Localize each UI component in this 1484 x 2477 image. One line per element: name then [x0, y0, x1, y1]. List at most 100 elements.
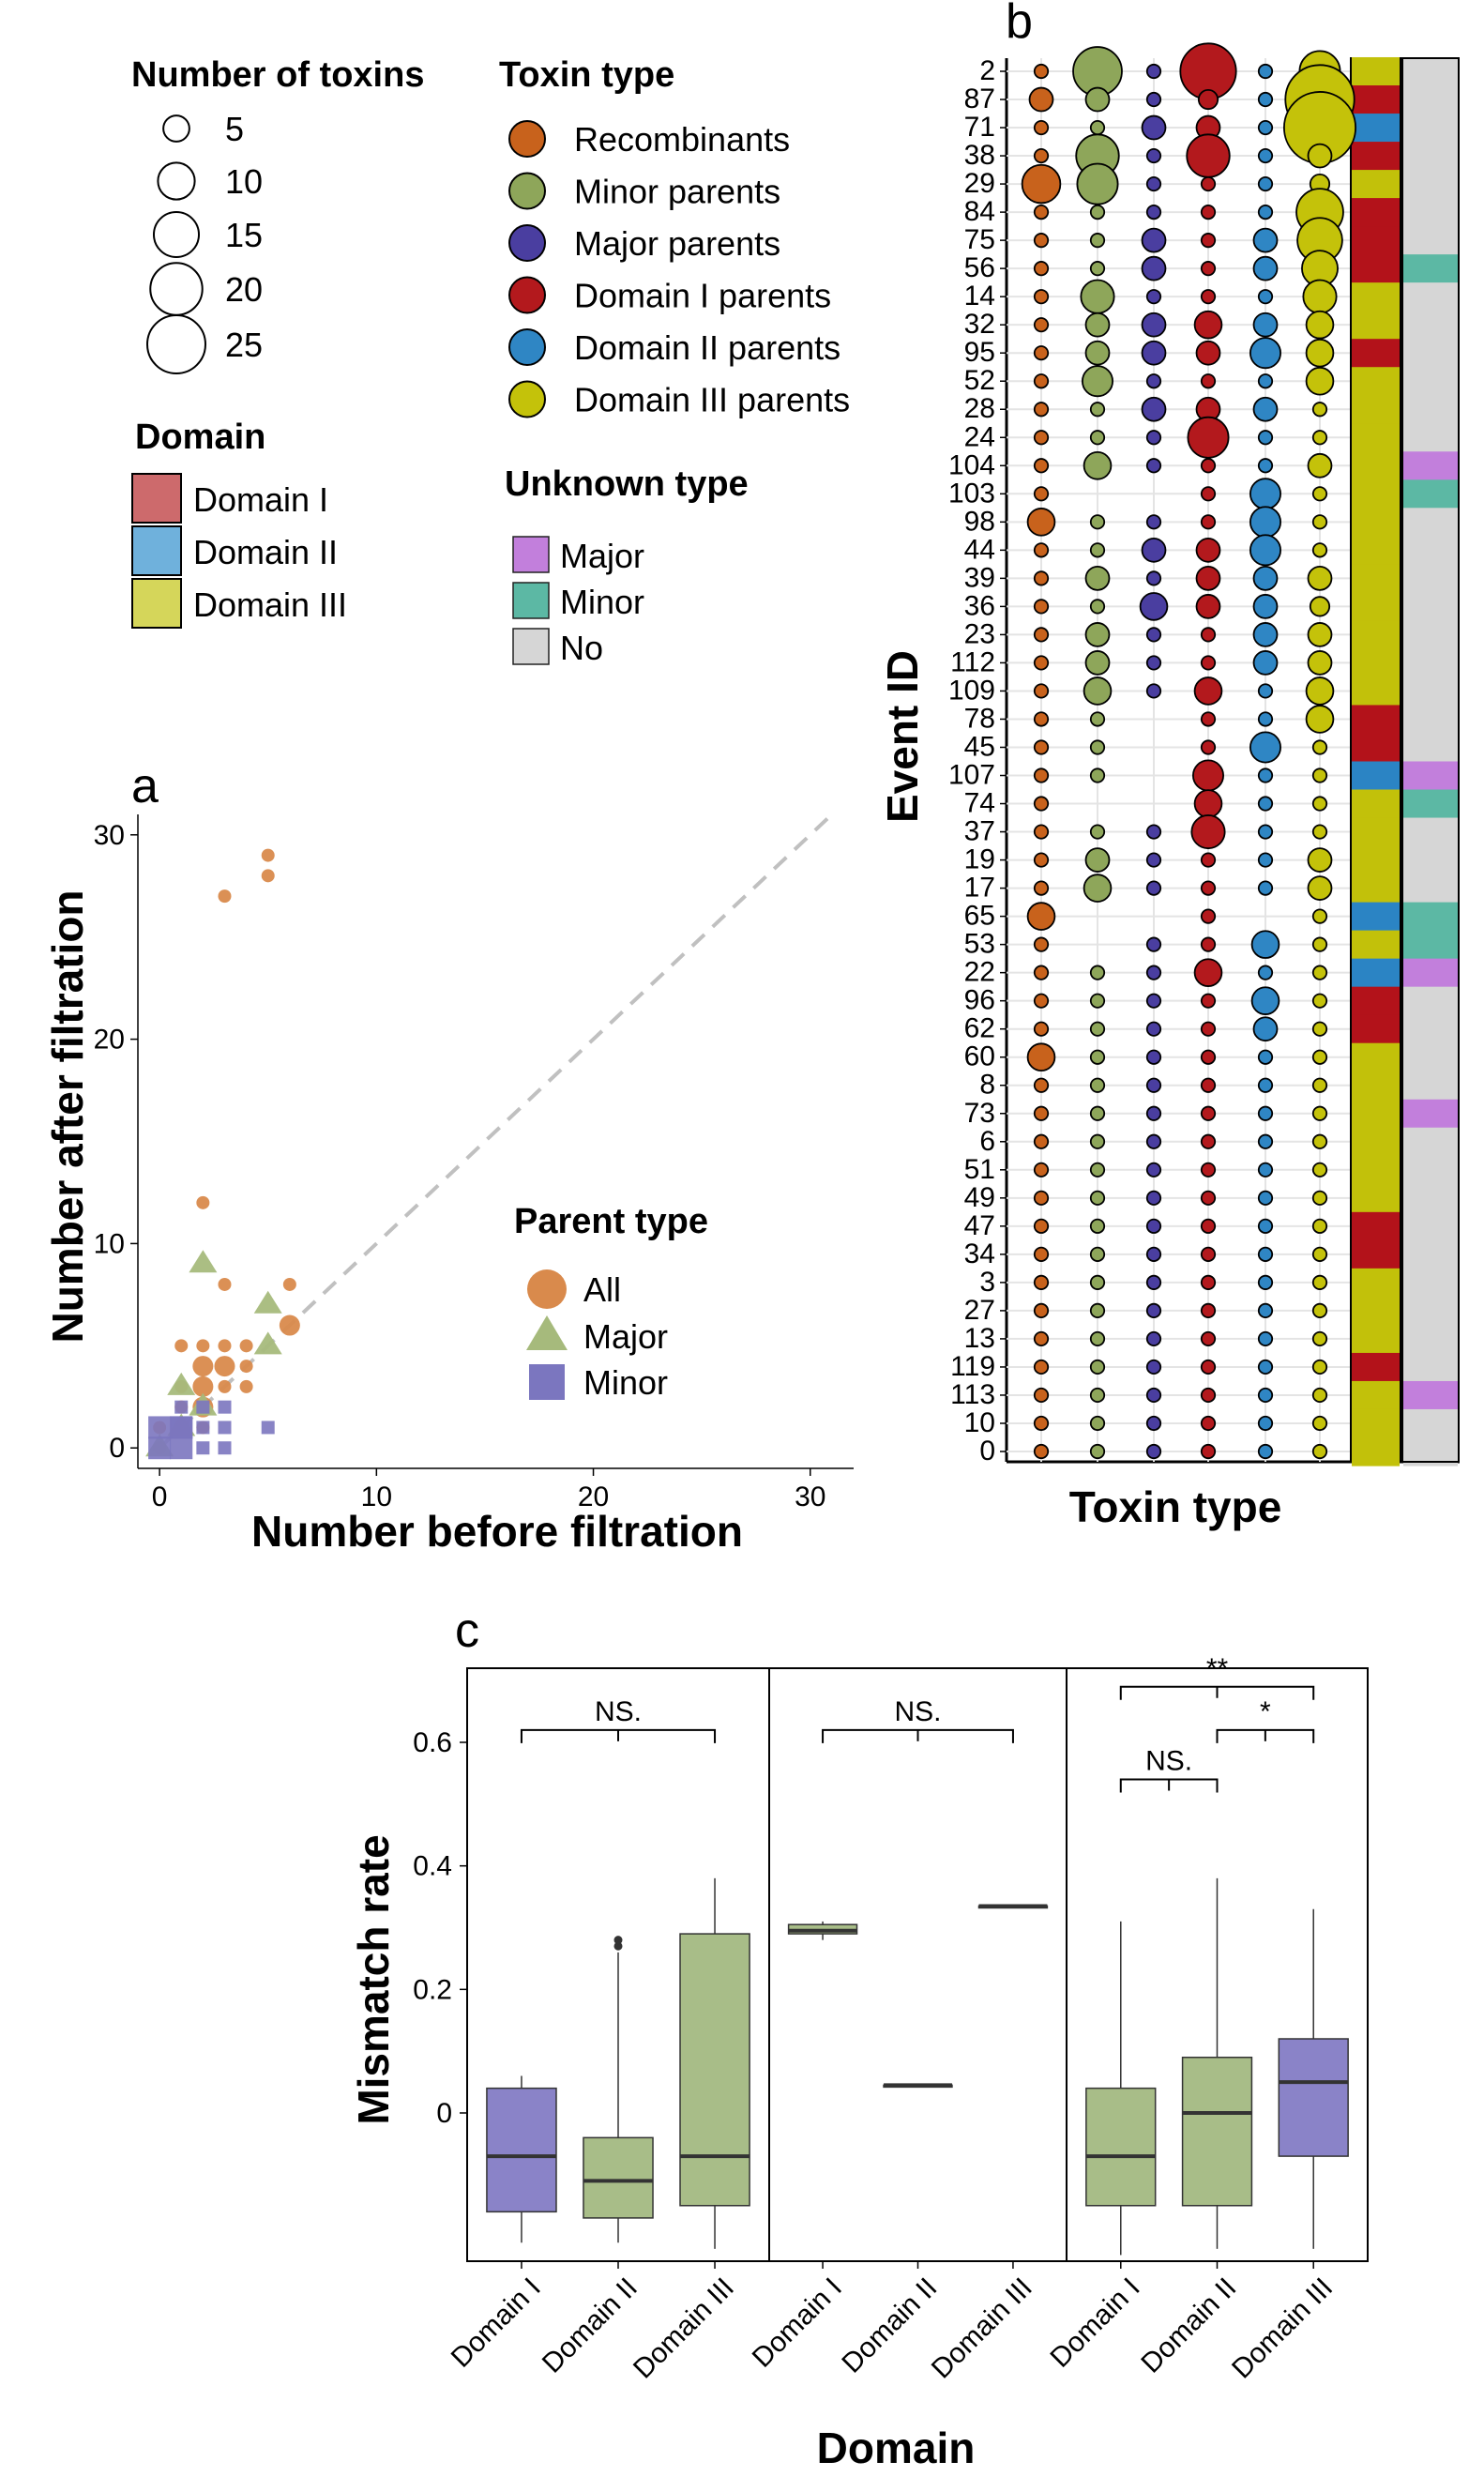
bubble-mark	[1257, 711, 1274, 727]
unknown-strip-cell	[1403, 1211, 1458, 1241]
domain-strip-cell	[1352, 254, 1400, 283]
bubble-mark	[1033, 205, 1050, 220]
bubble-mark	[1139, 592, 1169, 621]
scatter-point-all	[196, 1339, 210, 1353]
unknown-strip-cell	[1403, 1042, 1458, 1072]
domain-strip-cell	[1352, 564, 1400, 593]
scatter-x-tick-label: 30	[795, 1482, 825, 1512]
bubble-mark	[1033, 430, 1050, 446]
scatter-x-tick-label: 10	[361, 1482, 392, 1512]
bubble-mark	[1257, 1105, 1274, 1121]
bubble-mark	[1089, 1246, 1106, 1262]
legend-unknown-title: Unknown type	[505, 464, 749, 504]
bubble-mark	[1033, 233, 1050, 249]
bubble-mark	[1028, 86, 1054, 113]
unknown-strip-cell	[1403, 902, 1458, 932]
bubble-mark	[1083, 450, 1113, 480]
bubble-mark	[1311, 1162, 1328, 1178]
bubble-mark	[1145, 965, 1162, 980]
bubble-mark	[1089, 711, 1106, 727]
bubble-mark	[1257, 767, 1274, 783]
bubble-event-id-label: 47	[964, 1210, 995, 1241]
bubble-mark	[1145, 936, 1162, 952]
bubble-mark	[1084, 312, 1111, 338]
unknown-strip-cell	[1403, 845, 1458, 875]
bubble-mark	[1305, 676, 1335, 706]
bubble-mark	[1200, 993, 1217, 1009]
significance-bracket	[1216, 1728, 1315, 1743]
bubble-mark	[1200, 1274, 1217, 1290]
bubble-mark	[1089, 1021, 1106, 1037]
bubble-mark	[1076, 162, 1119, 205]
bubble-mark	[1145, 63, 1162, 80]
bubble-event-id-label: 10	[964, 1407, 995, 1438]
bubble-event-id-label: 24	[964, 421, 995, 452]
unknown-strip-cell	[1403, 789, 1458, 819]
bubble-mark	[1257, 458, 1274, 474]
unknown-strip-cell	[1403, 620, 1458, 650]
bubble-mark	[1089, 1330, 1106, 1347]
bubble-mark	[1305, 310, 1335, 340]
domain-strip-cell	[1352, 170, 1400, 199]
bubble-mark	[1084, 86, 1111, 113]
scatter-legend-label: Major	[583, 1317, 668, 1356]
bubble-mark	[1033, 767, 1050, 783]
scatter-point-major	[167, 1372, 196, 1395]
bubble-mark	[1084, 650, 1111, 676]
domain-strip-cell	[1352, 423, 1400, 452]
bubble-mark	[1309, 596, 1331, 617]
unknown-strip-cell	[1403, 1099, 1458, 1129]
scatter-y-tick-label: 30	[94, 820, 125, 851]
bubble-mark	[1089, 1443, 1106, 1460]
bubble-mark	[1190, 814, 1226, 850]
bubble-mark	[1145, 627, 1162, 643]
bubble-mark	[1145, 655, 1162, 671]
bubble-mark	[1257, 175, 1274, 192]
unknown-strip-cell	[1403, 1014, 1458, 1044]
bubble-mark	[1200, 458, 1217, 474]
unknown-strip-cell	[1403, 282, 1458, 312]
domain-strip-cell	[1352, 56, 1400, 86]
bubble-mark	[1257, 289, 1274, 305]
box-body	[1181, 2057, 1253, 2207]
bubble-mark	[1033, 936, 1050, 952]
box-y-tick-label: 0	[436, 2098, 452, 2129]
bubble-mark	[1257, 119, 1274, 136]
significance-label: *	[1260, 1696, 1271, 1727]
legend-toxin-swatch	[508, 380, 546, 418]
scatter-point-all	[239, 1339, 253, 1353]
bubble-mark	[1145, 1302, 1162, 1318]
legend-toxin-label: Recombinants	[574, 120, 790, 159]
domain-strip-cell	[1352, 1127, 1400, 1157]
scatter-x-tick-label: 20	[578, 1482, 609, 1512]
bubble-mark	[1089, 1415, 1106, 1432]
bubble-mark	[1089, 261, 1106, 277]
bubble-event-id-label: 19	[964, 844, 995, 875]
bubble-mark	[1252, 396, 1279, 422]
bubble-mark	[1311, 1049, 1328, 1065]
bubble-mark	[1089, 119, 1106, 136]
bubble-mark	[1089, 1162, 1106, 1178]
legend-domain-label: Domain I	[193, 480, 328, 519]
bubble-mark	[1252, 255, 1279, 281]
legend-toxin-swatch	[508, 224, 546, 262]
scatter-point-minor	[218, 1400, 232, 1414]
bubble-mark	[1033, 458, 1050, 474]
box-body	[1278, 2038, 1349, 2157]
unknown-strip-frame	[1401, 57, 1460, 1463]
bubble-mark	[1145, 373, 1162, 389]
domain-strip-cell	[1352, 85, 1400, 114]
bubble-mark	[1252, 622, 1279, 647]
legend-domain-swatch	[131, 525, 182, 576]
bubble-mark	[1250, 986, 1280, 1015]
bubble-mark	[1257, 1359, 1274, 1375]
bubble-mark	[1311, 1105, 1328, 1121]
bubble-mark	[1257, 683, 1274, 699]
bubble-mark	[1089, 542, 1106, 558]
bubble-event-id-label: 62	[964, 1013, 995, 1044]
bubble-event-id-label: 13	[964, 1323, 995, 1354]
domain-strip-cell	[1352, 676, 1400, 707]
bubble-event-id-label: 39	[964, 562, 995, 593]
bubble-mark	[1033, 627, 1050, 643]
